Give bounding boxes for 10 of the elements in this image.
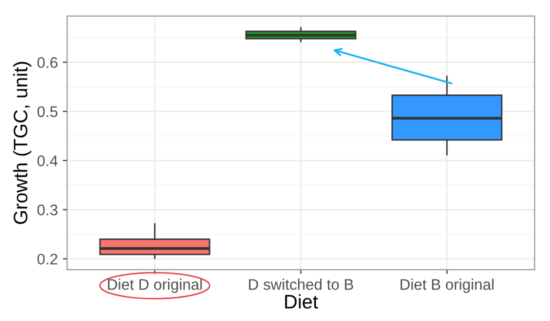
x-axis-title: Diet <box>285 294 318 309</box>
y-tick-label: 0.2 <box>37 254 58 265</box>
y-axis-title: Growth (TGC, unit) <box>13 62 32 224</box>
y-tick-label: 0.3 <box>37 204 58 216</box>
y-tick-label: 0.4 <box>37 155 58 166</box>
x-tick-label: D switched to B <box>249 278 354 290</box>
x-tick-label: Diet D original <box>108 278 202 293</box>
x-tick-label: Diet B original <box>400 278 494 293</box>
y-tick-label: 0.5 <box>37 106 58 118</box>
y-tick-label: 0.6 <box>37 57 58 68</box>
